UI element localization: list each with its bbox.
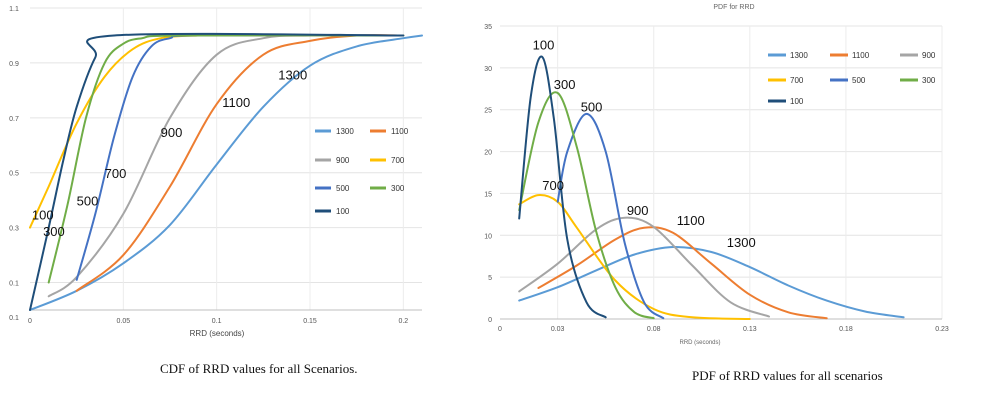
- cdf-x-tick-label: 0.1: [212, 318, 222, 325]
- pdf-legend-label: 1300: [790, 51, 808, 60]
- pdf-series-lines: [518, 55, 905, 320]
- pdf-y-tick-label: 35: [484, 24, 492, 31]
- pdf-series-line-900: [518, 216, 770, 318]
- pdf-series-line-1100: [537, 226, 828, 320]
- pdf-curve-label: 1100: [677, 213, 705, 228]
- pdf-y-tick-label: 20: [484, 150, 492, 157]
- pdf-legend-label: 100: [790, 97, 804, 106]
- cdf-chart: 0.1 0.1 0.3 0.5 0.7 0.9 1.1 0 0.05 0.1 0.15 0.2 13…: [9, 6, 423, 338]
- pdf-series-line-700: [518, 194, 751, 320]
- cdf-annotations: 1300 1100 900 700 500 100 300: [32, 67, 307, 238]
- cdf-x-tick-label: 0.15: [303, 318, 317, 325]
- cdf-series-line-300: [47, 34, 405, 284]
- cdf-curve-label: 500: [77, 194, 99, 209]
- pdf-x-tick-label: 0.03: [551, 326, 565, 333]
- cdf-x-tick-label: 0.05: [117, 318, 131, 325]
- cdf-legend-label: 100: [336, 207, 350, 216]
- pdf-series-line-500: [556, 112, 665, 320]
- pdf-legend-label: 900: [922, 51, 936, 60]
- pdf-curve-label: 1300: [727, 235, 756, 250]
- pdf-series-line-100: [518, 55, 607, 319]
- cdf-curve-label: 1100: [222, 95, 250, 110]
- pdf-x-tick-label: 0.13: [743, 326, 757, 333]
- cdf-legend-label: 1300: [336, 127, 354, 136]
- pdf-y-tick-label: 10: [484, 233, 492, 240]
- pdf-chart-title: PDF for RRD: [713, 4, 754, 11]
- pdf-y-tick-label: 0: [488, 317, 492, 324]
- cdf-y-tick-label: 0.5: [9, 171, 19, 178]
- cdf-legend: 1300 1100 900 700 500 300 100: [315, 127, 409, 216]
- pdf-chart: PDF for RRD 0 5 10 15 20 25 30 35 0 0.03 0.08 0.13…: [484, 4, 949, 346]
- pdf-series-line-1300: [518, 245, 905, 319]
- cdf-curve-label: 900: [161, 125, 183, 140]
- pdf-x-axis-label: RRD (seconds): [679, 340, 720, 346]
- cdf-curve-label: 300: [43, 224, 65, 239]
- cdf-series-lines: [29, 32, 423, 311]
- pdf-y-tick-label: 30: [484, 66, 492, 73]
- pdf-y-tick-label: 5: [488, 275, 492, 282]
- cdf-legend-label: 500: [336, 184, 350, 193]
- cdf-y-tick-label: 0.3: [9, 226, 19, 233]
- cdf-y-tick-label: 1.1: [9, 6, 19, 13]
- pdf-annotations: 100 300 500 700 900 1100 1300: [533, 37, 756, 250]
- cdf-grid: [30, 7, 422, 311]
- pdf-legend-label: 1100: [852, 51, 870, 60]
- pdf-y-axis: 0 5 10 15 20 25 30 35: [484, 24, 492, 324]
- pdf-curve-label: 300: [554, 77, 576, 92]
- pdf-curve-label: 500: [581, 99, 603, 114]
- cdf-series-line-1300: [29, 34, 423, 311]
- pdf-legend: 1300 1100 900 700 500 300 100: [768, 51, 936, 106]
- cdf-y-tick-label: 0.1: [9, 315, 19, 322]
- cdf-x-axis: 0 0.05 0.1 0.15 0.2: [28, 318, 408, 325]
- pdf-legend-label: 300: [922, 76, 936, 85]
- cdf-curve-label: 1300: [278, 67, 307, 82]
- pdf-curve-label: 700: [542, 178, 564, 193]
- cdf-legend-label: 700: [391, 156, 405, 165]
- cdf-x-tick-label: 0.2: [398, 318, 408, 325]
- pdf-legend-label: 500: [852, 76, 866, 85]
- pdf-y-tick-label: 15: [484, 191, 492, 198]
- pdf-x-tick-label: 0.23: [935, 326, 949, 333]
- cdf-legend-label: 1100: [391, 127, 409, 136]
- cdf-x-tick-label: 0: [28, 318, 32, 325]
- cdf-legend-label: 300: [391, 184, 405, 193]
- cdf-y-tick-label: 0.9: [9, 61, 19, 68]
- cdf-caption: CDF of RRD values for all Scenarios.: [160, 361, 358, 376]
- cdf-series-line-100: [29, 32, 405, 311]
- cdf-curve-label: 100: [32, 207, 54, 222]
- cdf-legend-label: 900: [336, 156, 350, 165]
- pdf-curve-label: 100: [533, 37, 555, 52]
- cdf-y-tick-label: 0.7: [9, 116, 19, 123]
- pdf-curve-label: 900: [627, 203, 649, 218]
- pdf-grid: [500, 25, 943, 320]
- pdf-legend-label: 700: [790, 76, 804, 85]
- pdf-x-axis: 0 0.03 0.08 0.13 0.18 0.23: [498, 326, 949, 333]
- pdf-series-line-300: [518, 91, 655, 320]
- pdf-y-tick-label: 25: [484, 108, 492, 115]
- cdf-y-tick-label: 0.1: [9, 281, 19, 288]
- pdf-x-tick-label: 0.08: [647, 326, 661, 333]
- cdf-y-axis: 0.1 0.1 0.3 0.5 0.7 0.9 1.1: [9, 6, 19, 322]
- pdf-x-tick-label: 0: [498, 326, 502, 333]
- cdf-x-axis-label: RRD (seconds): [190, 329, 245, 338]
- pdf-x-tick-label: 0.18: [839, 326, 853, 333]
- cdf-curve-label: 700: [105, 166, 127, 181]
- pdf-caption: PDF of RRD values for all scenarios: [692, 368, 883, 383]
